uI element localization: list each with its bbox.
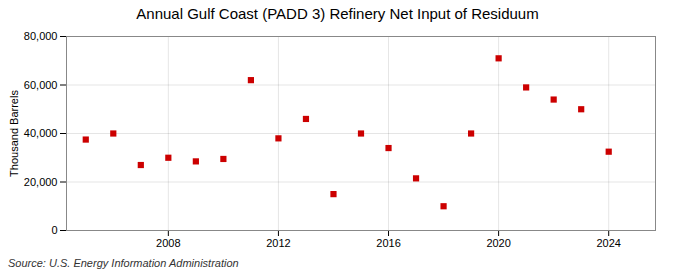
svg-text:2012: 2012	[266, 237, 290, 249]
svg-text:2008: 2008	[156, 237, 180, 249]
html-text:Source: U.S. Energy Informatio: Source: U.S. Energy Information Administ…	[8, 257, 239, 269]
svg-text:20,000: 20,000	[24, 176, 58, 188]
svg-text:0: 0	[51, 224, 57, 236]
svg-text:2016: 2016	[376, 237, 400, 249]
html-text:Annual Gulf Coast (PADD 3) Ref: Annual Gulf Coast (PADD 3) Refinery Net …	[136, 5, 539, 22]
svg-text:60,000: 60,000	[24, 79, 58, 91]
svg-text:80,000: 80,000	[24, 30, 58, 42]
svg-text:2024: 2024	[596, 237, 620, 249]
svg-text:40,000: 40,000	[24, 127, 58, 139]
svg-text:Thousand Barrels: Thousand Barrels	[8, 90, 20, 177]
svg-text:2020: 2020	[486, 237, 510, 249]
